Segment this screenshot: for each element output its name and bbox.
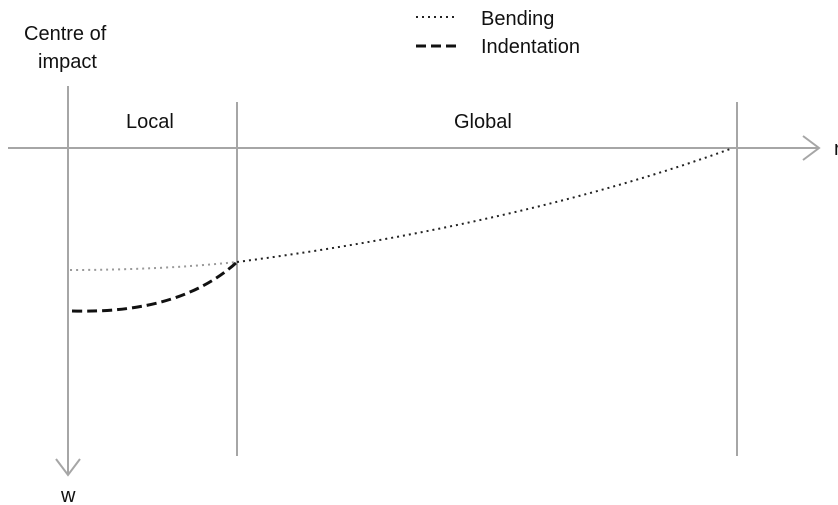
bending-curve <box>236 147 734 263</box>
r-axis-label: r <box>834 138 838 160</box>
bending-curve-local <box>69 261 238 271</box>
indentation-curve <box>71 260 239 313</box>
legend-bending-label: Bending <box>481 8 554 30</box>
origin-label-line2: impact <box>38 51 97 73</box>
origin-label-line1: Centre of <box>24 23 107 45</box>
r-axis-arrowhead <box>802 135 821 161</box>
legend-indentation-label: Indentation <box>481 36 580 58</box>
w-axis-arrowhead <box>55 458 81 477</box>
region-label-local: Local <box>126 111 174 133</box>
w-axis-label: w <box>60 485 76 505</box>
region-label-global: Global <box>454 111 512 133</box>
legend: Bending Indentation <box>416 8 580 58</box>
